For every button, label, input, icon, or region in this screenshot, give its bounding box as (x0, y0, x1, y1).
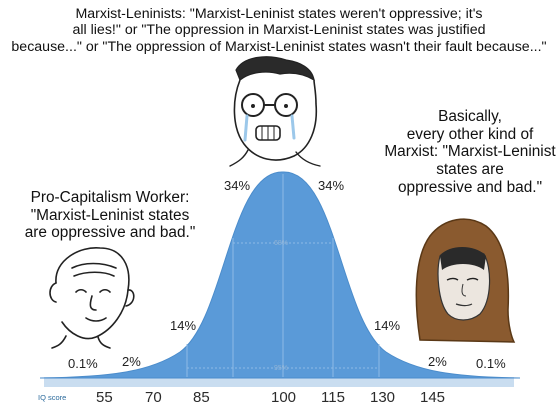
pct-right-side: 14% (374, 318, 401, 333)
pct-center-right: 34% (318, 178, 345, 193)
top-caption-line-1: Marxist-Leninists: "Marxist-Leninist sta… (75, 6, 483, 22)
center-face-tear-left (243, 114, 249, 142)
center-face-eye-right (284, 104, 288, 108)
axis-label-iq-score: IQ score (38, 393, 67, 402)
center-crying-glasses-face (229, 56, 321, 167)
left-caption: Pro-Capitalism Worker: "Marxist-Leninist… (10, 189, 210, 242)
bell-curve-fill (39, 171, 521, 379)
pct-far-right: 0.1% (476, 356, 506, 371)
center-face-tear-right (290, 114, 296, 140)
tick-85: 85 (193, 389, 210, 406)
right-caption-line-1: Basically, (438, 108, 502, 125)
top-caption-line-3: because..." or "The oppression of Marxis… (11, 38, 547, 55)
left-wojak-face (49, 247, 135, 349)
tick-70: 70 (145, 389, 162, 406)
left-caption-line-2: "Marxist-Leninist states (30, 206, 190, 224)
left-caption-line-1: Pro-Capitalism Worker: (30, 189, 190, 206)
pct-left-side: 14% (170, 318, 197, 333)
center-face-neck-left (229, 149, 249, 167)
left-face-neck-right (97, 336, 111, 349)
bell-curve-baseline (44, 377, 514, 387)
right-caption-line-4: states are (436, 161, 504, 179)
left-face-ear-left (49, 282, 57, 303)
center-face-neck-right (295, 151, 321, 167)
left-face-ear-right (125, 289, 135, 307)
left-face-eye-left (75, 288, 87, 293)
right-caption: Basically, every other kind of Marxist: … (380, 108, 558, 197)
left-face-brow-line-2 (73, 271, 115, 277)
left-face-brow-line (71, 262, 117, 269)
right-face-hair (440, 247, 486, 270)
sigma-lines (186, 174, 380, 377)
tick-55: 55 (96, 389, 113, 406)
top-caption-line-2: all lies!" or "The oppression in Marxist… (72, 22, 486, 39)
tick-115: 115 (321, 389, 345, 406)
center-face-teeth (261, 125, 275, 141)
right-caption-line-3: Marxist: "Marxist-Leninist (384, 143, 556, 161)
left-face-eye-right (99, 288, 111, 293)
top-caption: Marxist-Leninists: "Marxist-Leninist sta… (0, 6, 558, 55)
left-caption-line-3: are oppressive and bad." (24, 224, 196, 242)
left-face-mouth (85, 317, 107, 322)
pct-far-left: 0.1% (68, 356, 98, 371)
right-caption-line-2: every other kind of (406, 125, 534, 143)
pct-center-left: 34% (224, 178, 251, 193)
right-face-mouth (455, 303, 473, 307)
left-face-nose (89, 295, 97, 311)
center-face-hair (235, 56, 315, 82)
inner-label-95: 95% (274, 365, 289, 372)
center-face-eye-left (251, 104, 255, 108)
pct-right-tail: 2% (428, 354, 447, 369)
right-hooded-face (415, 218, 516, 343)
pct-left-tail: 2% (122, 354, 141, 369)
tick-100: 100 (271, 389, 297, 406)
right-face-eye-right (466, 277, 479, 281)
left-face-outline (55, 247, 130, 340)
right-face-eye-left (446, 277, 459, 281)
right-face-nose (461, 283, 467, 297)
left-face-neck-left (51, 335, 67, 349)
inner-label-68: 68% (274, 240, 289, 247)
tick-145: 145 (420, 389, 446, 406)
tick-130: 130 (370, 389, 396, 406)
right-caption-line-5: oppressive and bad." (397, 178, 543, 196)
